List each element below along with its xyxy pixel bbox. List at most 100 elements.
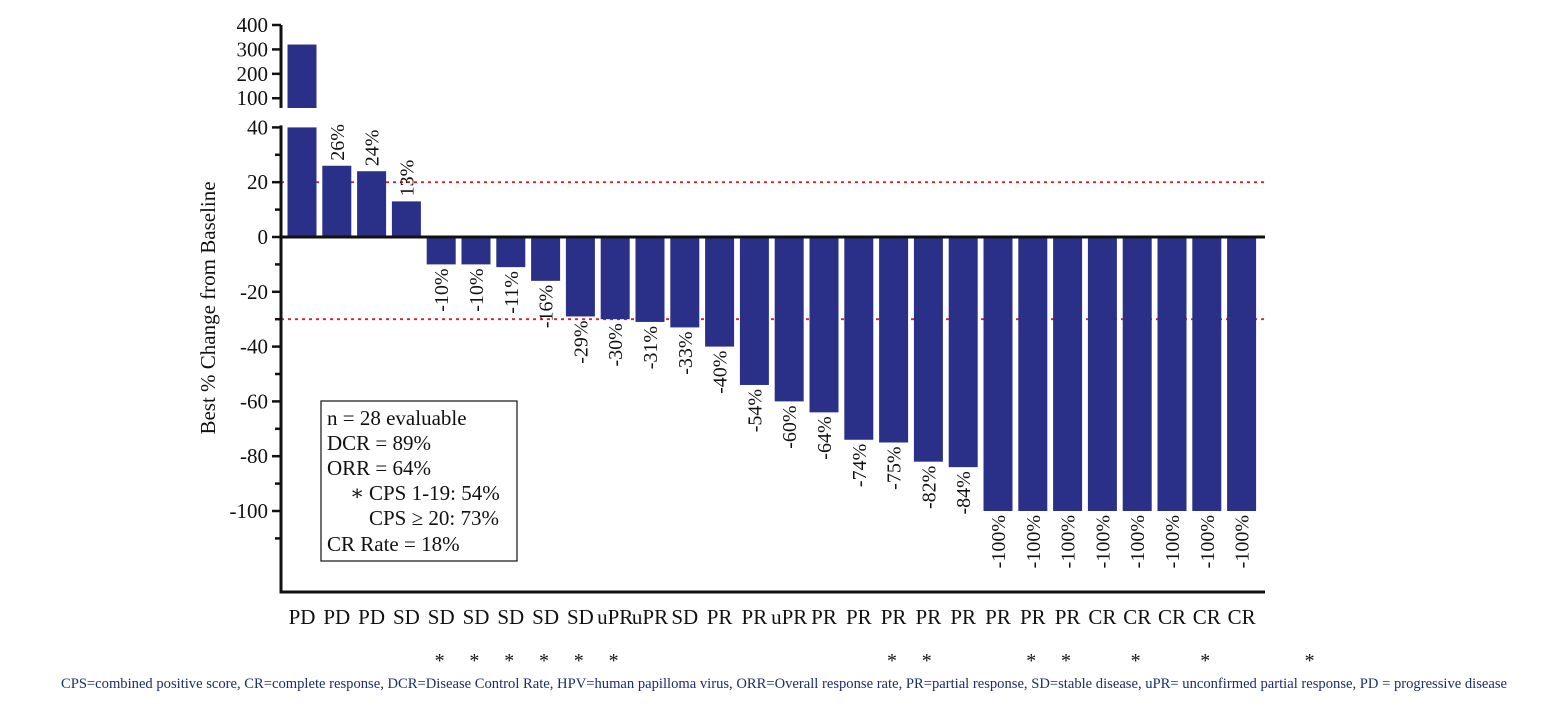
data-label: -33% [675,331,697,374]
cps-markers: * * * * * * * * * * * * * [435,650,1315,672]
legend-line-cr: CR Rate = 18% [327,532,460,556]
cps-star-icon: * [609,650,619,672]
bar [461,237,491,265]
category-label: PR [881,605,907,629]
category-label: PR [742,605,768,629]
bar [983,237,1013,511]
category-label: PR [916,605,942,629]
category-label: PD [358,605,385,629]
bar [670,237,700,328]
bar [1018,237,1048,511]
data-label: -10% [431,268,453,311]
data-label: -100% [1092,515,1114,568]
data-label: -84% [953,471,975,514]
bar [879,237,909,443]
data-label: -29% [570,320,592,363]
cps-star-icon: * [435,650,445,672]
bar [600,237,630,320]
data-label: -16% [536,285,558,328]
bar [739,237,769,385]
data-label: -100% [988,515,1010,568]
data-label: -31% [640,326,662,369]
category-label: SD [463,605,490,629]
bar [531,237,561,281]
category-label: PR [846,605,872,629]
legend-star-icon: ∗ [350,481,364,505]
y-tick-label: 200 [237,62,269,86]
data-label: -100% [1162,515,1184,568]
y-tick-label: 0 [258,225,269,249]
category-label: uPR [771,605,807,629]
y-tick-label: 40 [247,115,268,139]
category-label: CR [1228,605,1256,629]
category-label: PR [811,605,837,629]
data-label: -100% [1023,515,1045,568]
data-labels: 26% 24% 13% -10% -10% -11% -16% -29% -30% -31% -33… [327,124,1254,568]
legend-line-cps-high: CPS ≥ 20: 73% [369,506,499,530]
bar [913,237,943,462]
bar [565,237,595,317]
category-label: CR [1123,605,1151,629]
legend-line-cps-low: CPS 1-19: 54% [369,481,500,505]
data-label: 24% [362,130,384,167]
data-label: 26% [327,124,349,161]
category-label: PR [707,605,733,629]
category-label: SD [497,605,524,629]
y-tick-label: 300 [237,37,269,61]
data-label: -100% [1058,515,1080,568]
cps-star-icon: * [1305,650,1315,672]
y-tick-label: 20 [247,170,268,194]
category-label: uPR [597,605,633,629]
bar [948,237,978,468]
category-label: PD [289,605,316,629]
bar [705,237,735,347]
cps-star-icon: * [539,650,549,672]
summary-legend: n = 28 evaluable DCR = 89% ORR = 64% ∗ C… [320,400,518,562]
category-label: PR [1055,605,1081,629]
category-label: SD [532,605,559,629]
category-label: uPR [632,605,668,629]
footnote: CPS=combined positive score, CR=complete… [60,676,1508,692]
category-label: SD [393,605,420,629]
category-label: SD [671,605,698,629]
cps-star-icon: * [887,650,897,672]
data-label: -64% [814,416,836,459]
data-label: -100% [1232,515,1254,568]
y-tick-label: -20 [240,280,268,304]
data-label: -40% [710,351,732,394]
cps-star-icon: * [574,650,584,672]
data-label: -74% [849,444,871,487]
y-tick-label: -80 [240,444,268,468]
y-axis-label: Best % Change from Baseline [196,181,220,434]
legend-line-dcr: DCR = 89% [327,431,431,455]
legend-line-orr: ORR = 64% [327,456,431,480]
cps-star-icon: * [1131,650,1141,672]
category-label: SD [567,605,594,629]
category-label: PD [323,605,350,629]
bar [844,237,874,440]
bar [357,171,387,237]
cps-star-icon: * [504,650,514,672]
legend-box [320,400,518,562]
category-label: PR [985,605,1011,629]
category-label: CR [1193,605,1221,629]
y-tick-label: 400 [237,13,269,37]
cps-star-icon: * [1200,650,1210,672]
data-label: -60% [779,405,801,448]
cps-star-icon: * [1061,650,1071,672]
bar [809,237,839,413]
bar [496,237,526,268]
data-label: -100% [1197,515,1219,568]
data-label: -10% [466,268,488,311]
category-label: PR [950,605,976,629]
bar [1053,237,1083,511]
bar [635,237,665,322]
axes [279,25,1265,594]
cps-star-icon: * [922,650,932,672]
bar [287,127,317,237]
data-label: -82% [918,466,940,509]
bar [774,237,804,402]
category-label: SD [428,605,455,629]
